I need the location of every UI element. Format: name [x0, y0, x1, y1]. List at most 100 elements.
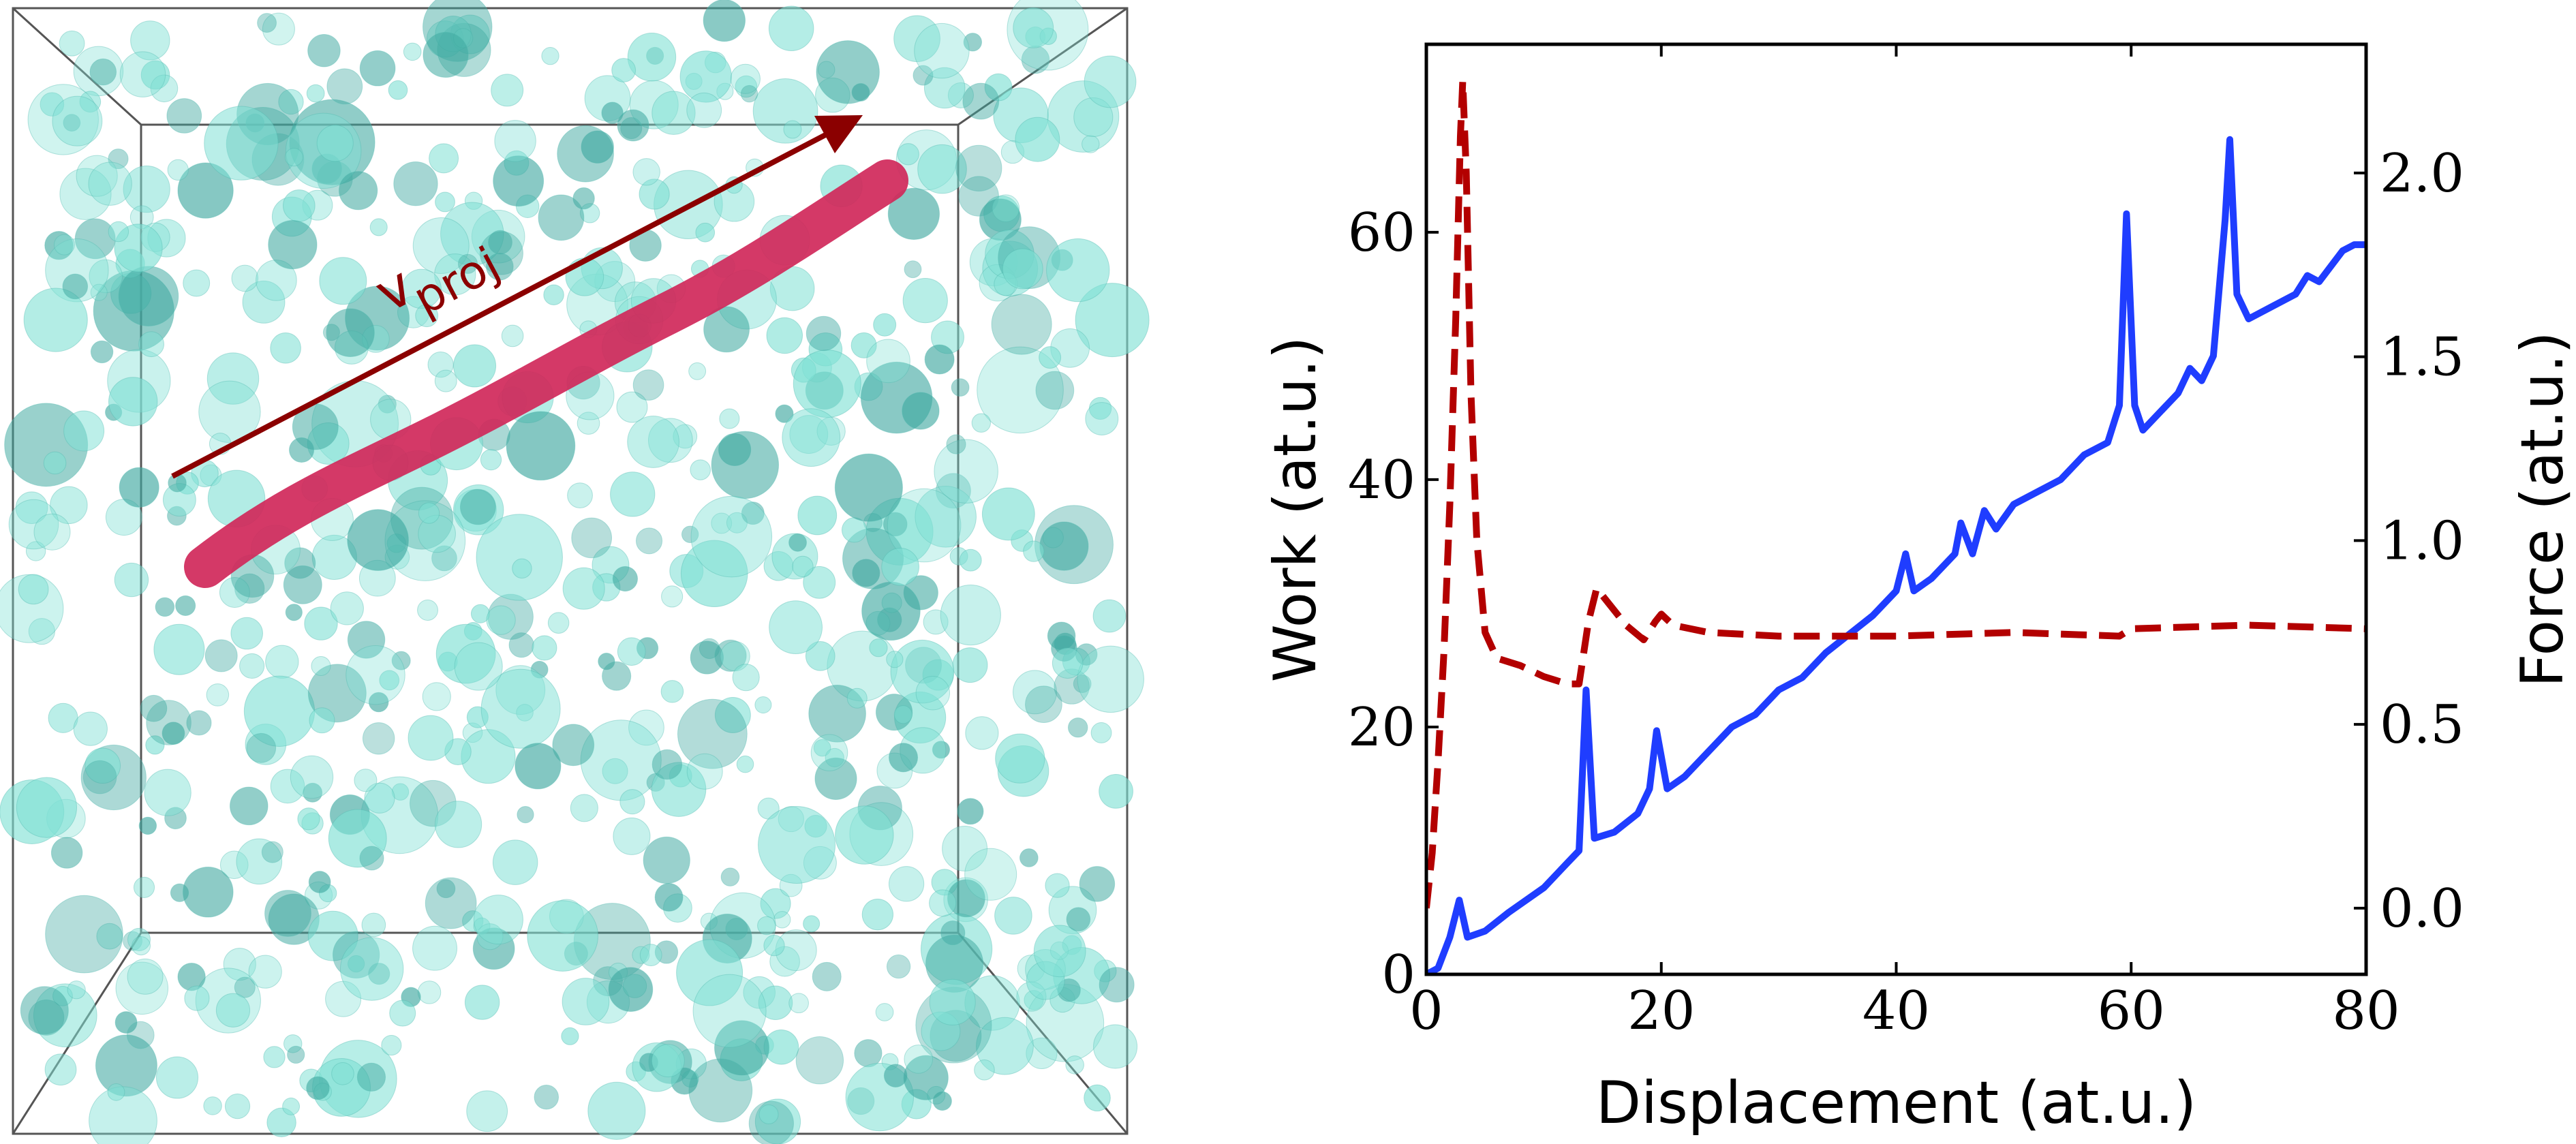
- sphere: [643, 836, 690, 884]
- sphere: [491, 74, 524, 107]
- sphere: [632, 369, 664, 401]
- sphere: [388, 80, 408, 100]
- sphere: [88, 161, 132, 206]
- sphere: [612, 566, 639, 592]
- sphere: [1002, 248, 1043, 290]
- sphere: [923, 609, 949, 635]
- sphere: [812, 961, 842, 991]
- sphere: [285, 604, 303, 621]
- sphere: [453, 344, 497, 388]
- sphere: [368, 692, 389, 713]
- sphere: [330, 591, 364, 625]
- sphere: [601, 102, 624, 124]
- sphere: [1088, 397, 1112, 420]
- sphere: [924, 344, 955, 375]
- sphere: [963, 33, 983, 52]
- sphere: [23, 288, 88, 352]
- sphere: [378, 395, 397, 414]
- sphere: [714, 1020, 769, 1076]
- x-tick-label: 80: [2332, 980, 2399, 1042]
- x-axis-label: Displacement (at.u.): [1596, 1069, 2196, 1137]
- sphere: [425, 877, 477, 929]
- sphere: [153, 623, 205, 675]
- sphere: [1065, 1055, 1084, 1075]
- sphere: [90, 283, 108, 301]
- sphere: [660, 680, 684, 703]
- sphere: [835, 805, 894, 865]
- sphere: [427, 351, 454, 378]
- sphere: [50, 486, 88, 525]
- sphere: [538, 194, 585, 241]
- sphere: [25, 541, 46, 561]
- sphere: [108, 149, 129, 170]
- sphere: [610, 471, 656, 517]
- sphere: [1066, 907, 1091, 932]
- sphere: [479, 231, 523, 275]
- sphere: [326, 68, 363, 105]
- sphere: [711, 512, 733, 534]
- trajectory: [184, 159, 908, 588]
- sphere: [1019, 848, 1039, 867]
- sphere: [45, 895, 123, 974]
- sphere: [881, 548, 919, 586]
- sphere: [126, 1021, 155, 1049]
- sphere: [177, 963, 206, 991]
- sphere: [114, 1011, 138, 1034]
- sphere: [813, 739, 831, 757]
- sphere: [995, 733, 1045, 784]
- sphere: [434, 801, 482, 848]
- sphere: [283, 1034, 303, 1053]
- sphere: [1039, 346, 1062, 369]
- sphere: [119, 467, 159, 508]
- sphere: [795, 1036, 844, 1085]
- sphere: [206, 683, 230, 707]
- sphere: [453, 484, 504, 536]
- sphere: [735, 75, 758, 98]
- sphere: [476, 923, 504, 950]
- sphere: [875, 1003, 894, 1021]
- sphere: [915, 676, 951, 711]
- sphere: [20, 986, 69, 1035]
- sphere: [1023, 540, 1045, 562]
- sphere: [754, 696, 772, 714]
- sphere: [1039, 521, 1089, 571]
- sphere: [803, 915, 821, 933]
- sphere: [695, 222, 716, 243]
- sphere: [215, 993, 251, 1027]
- sphere: [466, 1090, 508, 1132]
- sphere: [959, 548, 982, 572]
- sphere: [470, 604, 490, 623]
- sphere: [651, 1044, 685, 1078]
- sphere: [242, 280, 286, 324]
- sphere: [486, 605, 516, 635]
- sphere: [841, 517, 868, 543]
- sphere: [177, 162, 234, 219]
- x-tick-label: 40: [1862, 980, 1930, 1042]
- sphere: [27, 84, 99, 155]
- sphere: [677, 698, 748, 769]
- sphere: [333, 931, 380, 978]
- y-tick-label: 20: [1348, 697, 1415, 758]
- sphere: [974, 1060, 995, 1081]
- sphere: [1035, 371, 1075, 410]
- sphere: [309, 707, 335, 734]
- sphere: [264, 890, 311, 937]
- sphere: [782, 408, 841, 467]
- sphere: [680, 540, 748, 608]
- sphere: [758, 806, 836, 884]
- sphere: [955, 144, 1002, 191]
- sphere: [913, 65, 934, 86]
- sphere: [714, 697, 751, 733]
- sphere: [992, 194, 1020, 222]
- sphere: [89, 58, 117, 86]
- sphere: [8, 499, 59, 550]
- sphere: [806, 315, 842, 352]
- sphere: [598, 653, 615, 670]
- sphere: [946, 434, 966, 454]
- sphere: [284, 148, 303, 167]
- sphere: [464, 985, 500, 1020]
- sphere: [183, 866, 234, 918]
- sphere: [628, 709, 664, 746]
- sphere: [454, 642, 503, 691]
